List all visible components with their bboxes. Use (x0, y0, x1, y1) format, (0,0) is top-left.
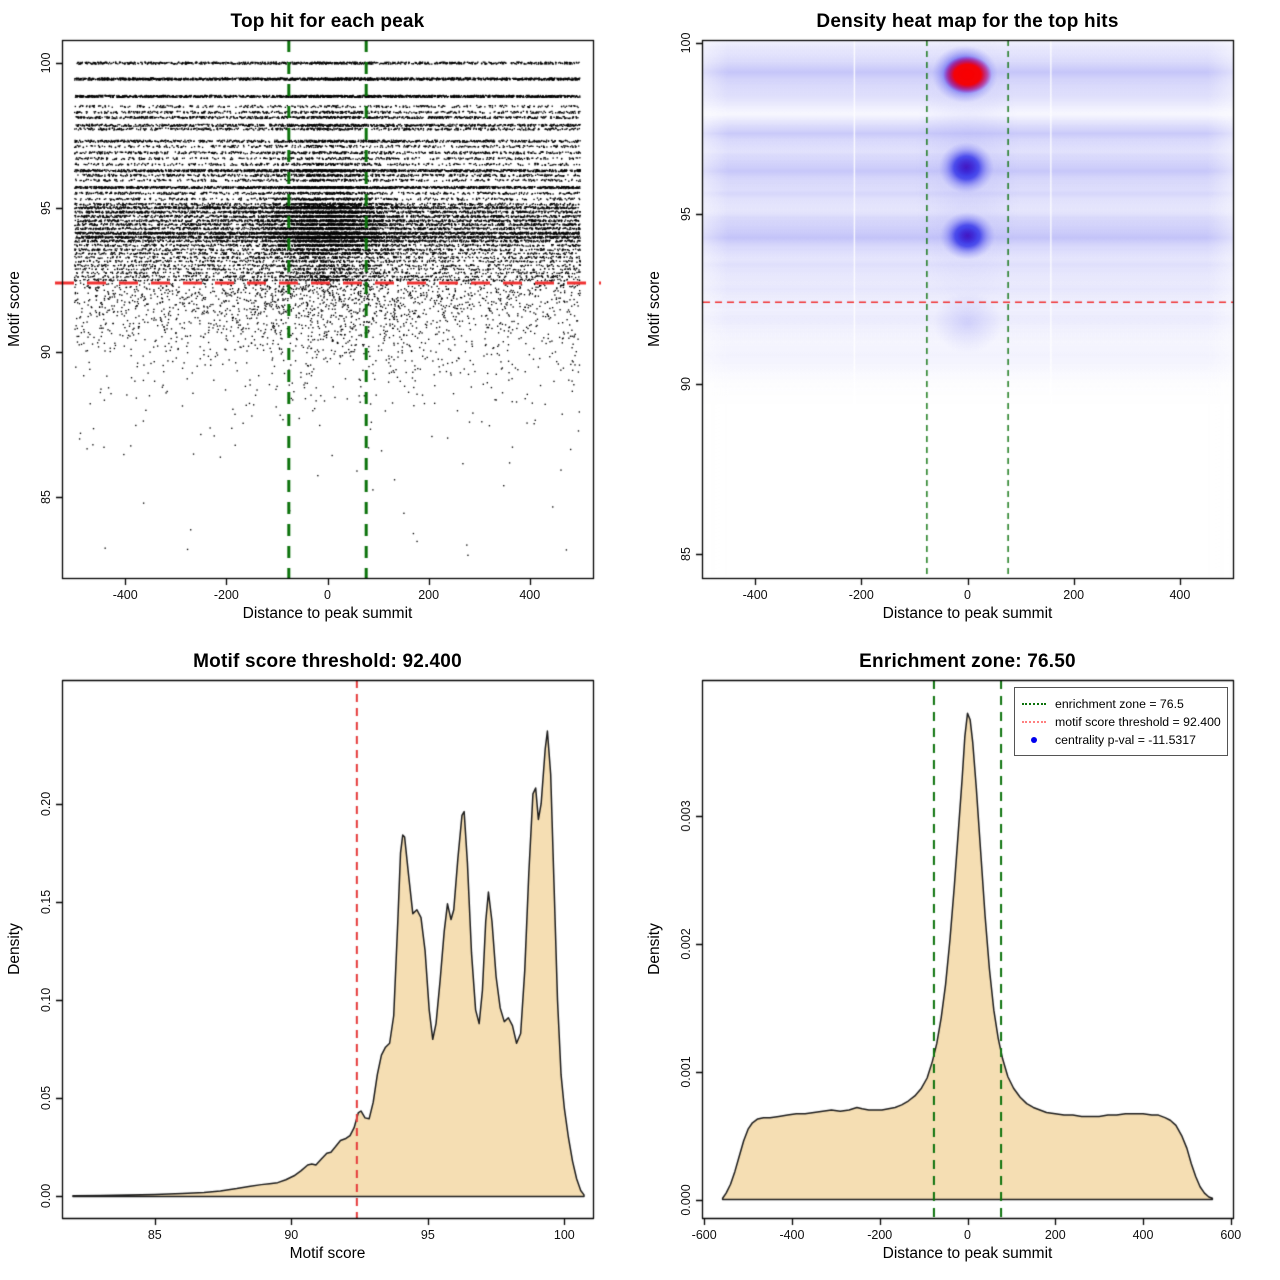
y-tick-label: 95 (679, 206, 693, 221)
motif-score-density-ylabel: Density (6, 923, 23, 975)
panel-top-hit-scatter: Top hit for each peak Distance to peak s… (0, 0, 640, 640)
panel-enrichment-zone-density: Enrichment zone: 76.50 Distance to peak … (640, 640, 1280, 1280)
blue-dot-icon (1031, 737, 1037, 743)
x-tick-label: 90 (284, 1228, 299, 1242)
legend-item-centrality-pval: centrality p-val = -11.5317 (1021, 731, 1223, 749)
y-tick-label: 85 (679, 547, 693, 562)
top-hit-scatter-canvas (0, 0, 640, 640)
x-tick-label: -400 (742, 588, 768, 602)
y-tick-label: 0.05 (39, 1086, 53, 1111)
x-tick-label: 400 (1132, 1228, 1154, 1242)
x-tick-label: 0 (324, 588, 331, 602)
y-tick-label: 90 (39, 345, 53, 360)
x-tick-label: 0 (964, 588, 971, 602)
y-tick-label: 85 (39, 490, 53, 504)
enrichment-zone-line-sample (1021, 703, 1047, 705)
x-tick-label: 0 (964, 1228, 971, 1242)
enrichment-zone-density-title: Enrichment zone: 76.50 (859, 651, 1076, 672)
x-tick-label: -200 (213, 588, 239, 602)
x-tick-label: -400 (779, 1228, 805, 1242)
legend-label-enrichment-zone: enrichment zone = 76.5 (1055, 697, 1184, 711)
y-tick-label: 100 (39, 52, 53, 74)
legend-item-motif-score-threshold: motif score threshold = 92.400 (1021, 713, 1223, 731)
x-tick-label: -200 (867, 1228, 893, 1242)
x-tick-label: 600 (1220, 1228, 1242, 1242)
enrichment-zone-density-xlabel: Distance to peak summit (882, 1245, 1053, 1262)
x-tick-label: 200 (1044, 1228, 1066, 1242)
y-tick-label: 0.00 (39, 1184, 53, 1209)
y-tick-label: 0.002 (679, 927, 693, 960)
panel-motif-score-density: Motif score threshold: 92.400 Motif scor… (0, 640, 640, 1280)
x-tick-label: -400 (112, 588, 138, 602)
density-heatmap-canvas (640, 0, 1280, 640)
x-tick-label: 200 (418, 588, 440, 602)
density-heatmap-title: Density heat map for the top hits (816, 11, 1119, 32)
enrichment-zone-density-ylabel: Density (646, 923, 663, 975)
top-hit-scatter-xlabel: Distance to peak summit (242, 605, 413, 622)
motif-score-density-xlabel: Motif score (289, 1245, 366, 1262)
y-tick-label: 0.003 (679, 800, 693, 832)
threshold-line-sample (1021, 721, 1047, 723)
y-tick-label: 90 (679, 376, 693, 391)
motif-score-density-title: Motif score threshold: 92.400 (193, 651, 462, 672)
x-tick-label: 400 (519, 588, 541, 602)
x-tick-label: 100 (553, 1228, 575, 1242)
x-tick-label: 85 (147, 1228, 162, 1242)
y-tick-label: 100 (679, 32, 693, 54)
centrality-pval-dot-sample (1021, 737, 1047, 743)
y-tick-label: 0.10 (39, 987, 53, 1013)
x-tick-label: 95 (420, 1228, 435, 1242)
y-tick-label: 0.000 (679, 1183, 693, 1216)
density-heatmap-xlabel: Distance to peak summit (882, 605, 1053, 622)
legend: enrichment zone = 76.5 motif score thres… (1014, 687, 1228, 756)
y-tick-label: 0.15 (39, 889, 53, 915)
x-tick-label: 200 (1063, 588, 1085, 602)
green-dotted-line-icon (1022, 703, 1046, 705)
y-tick-label: 95 (39, 200, 53, 215)
legend-label-motif-score-threshold: motif score threshold = 92.400 (1055, 715, 1221, 729)
y-tick-label: 0.20 (39, 791, 53, 816)
red-dotted-line-icon (1022, 721, 1046, 723)
panel-density-heatmap: Density heat map for the top hits Distan… (640, 0, 1280, 640)
density-heatmap-ylabel: Motif score (646, 271, 663, 347)
x-tick-label: -200 (848, 588, 874, 602)
y-tick-label: 0.001 (679, 1055, 693, 1088)
legend-label-centrality-pval: centrality p-val = -11.5317 (1055, 733, 1196, 747)
top-hit-scatter-ylabel: Motif score (6, 271, 23, 347)
legend-item-enrichment-zone: enrichment zone = 76.5 (1021, 695, 1223, 713)
motif-score-density-canvas (0, 640, 640, 1280)
x-tick-label: -600 (691, 1228, 717, 1242)
x-tick-label: 400 (1169, 588, 1191, 602)
top-hit-scatter-title: Top hit for each peak (230, 11, 425, 32)
